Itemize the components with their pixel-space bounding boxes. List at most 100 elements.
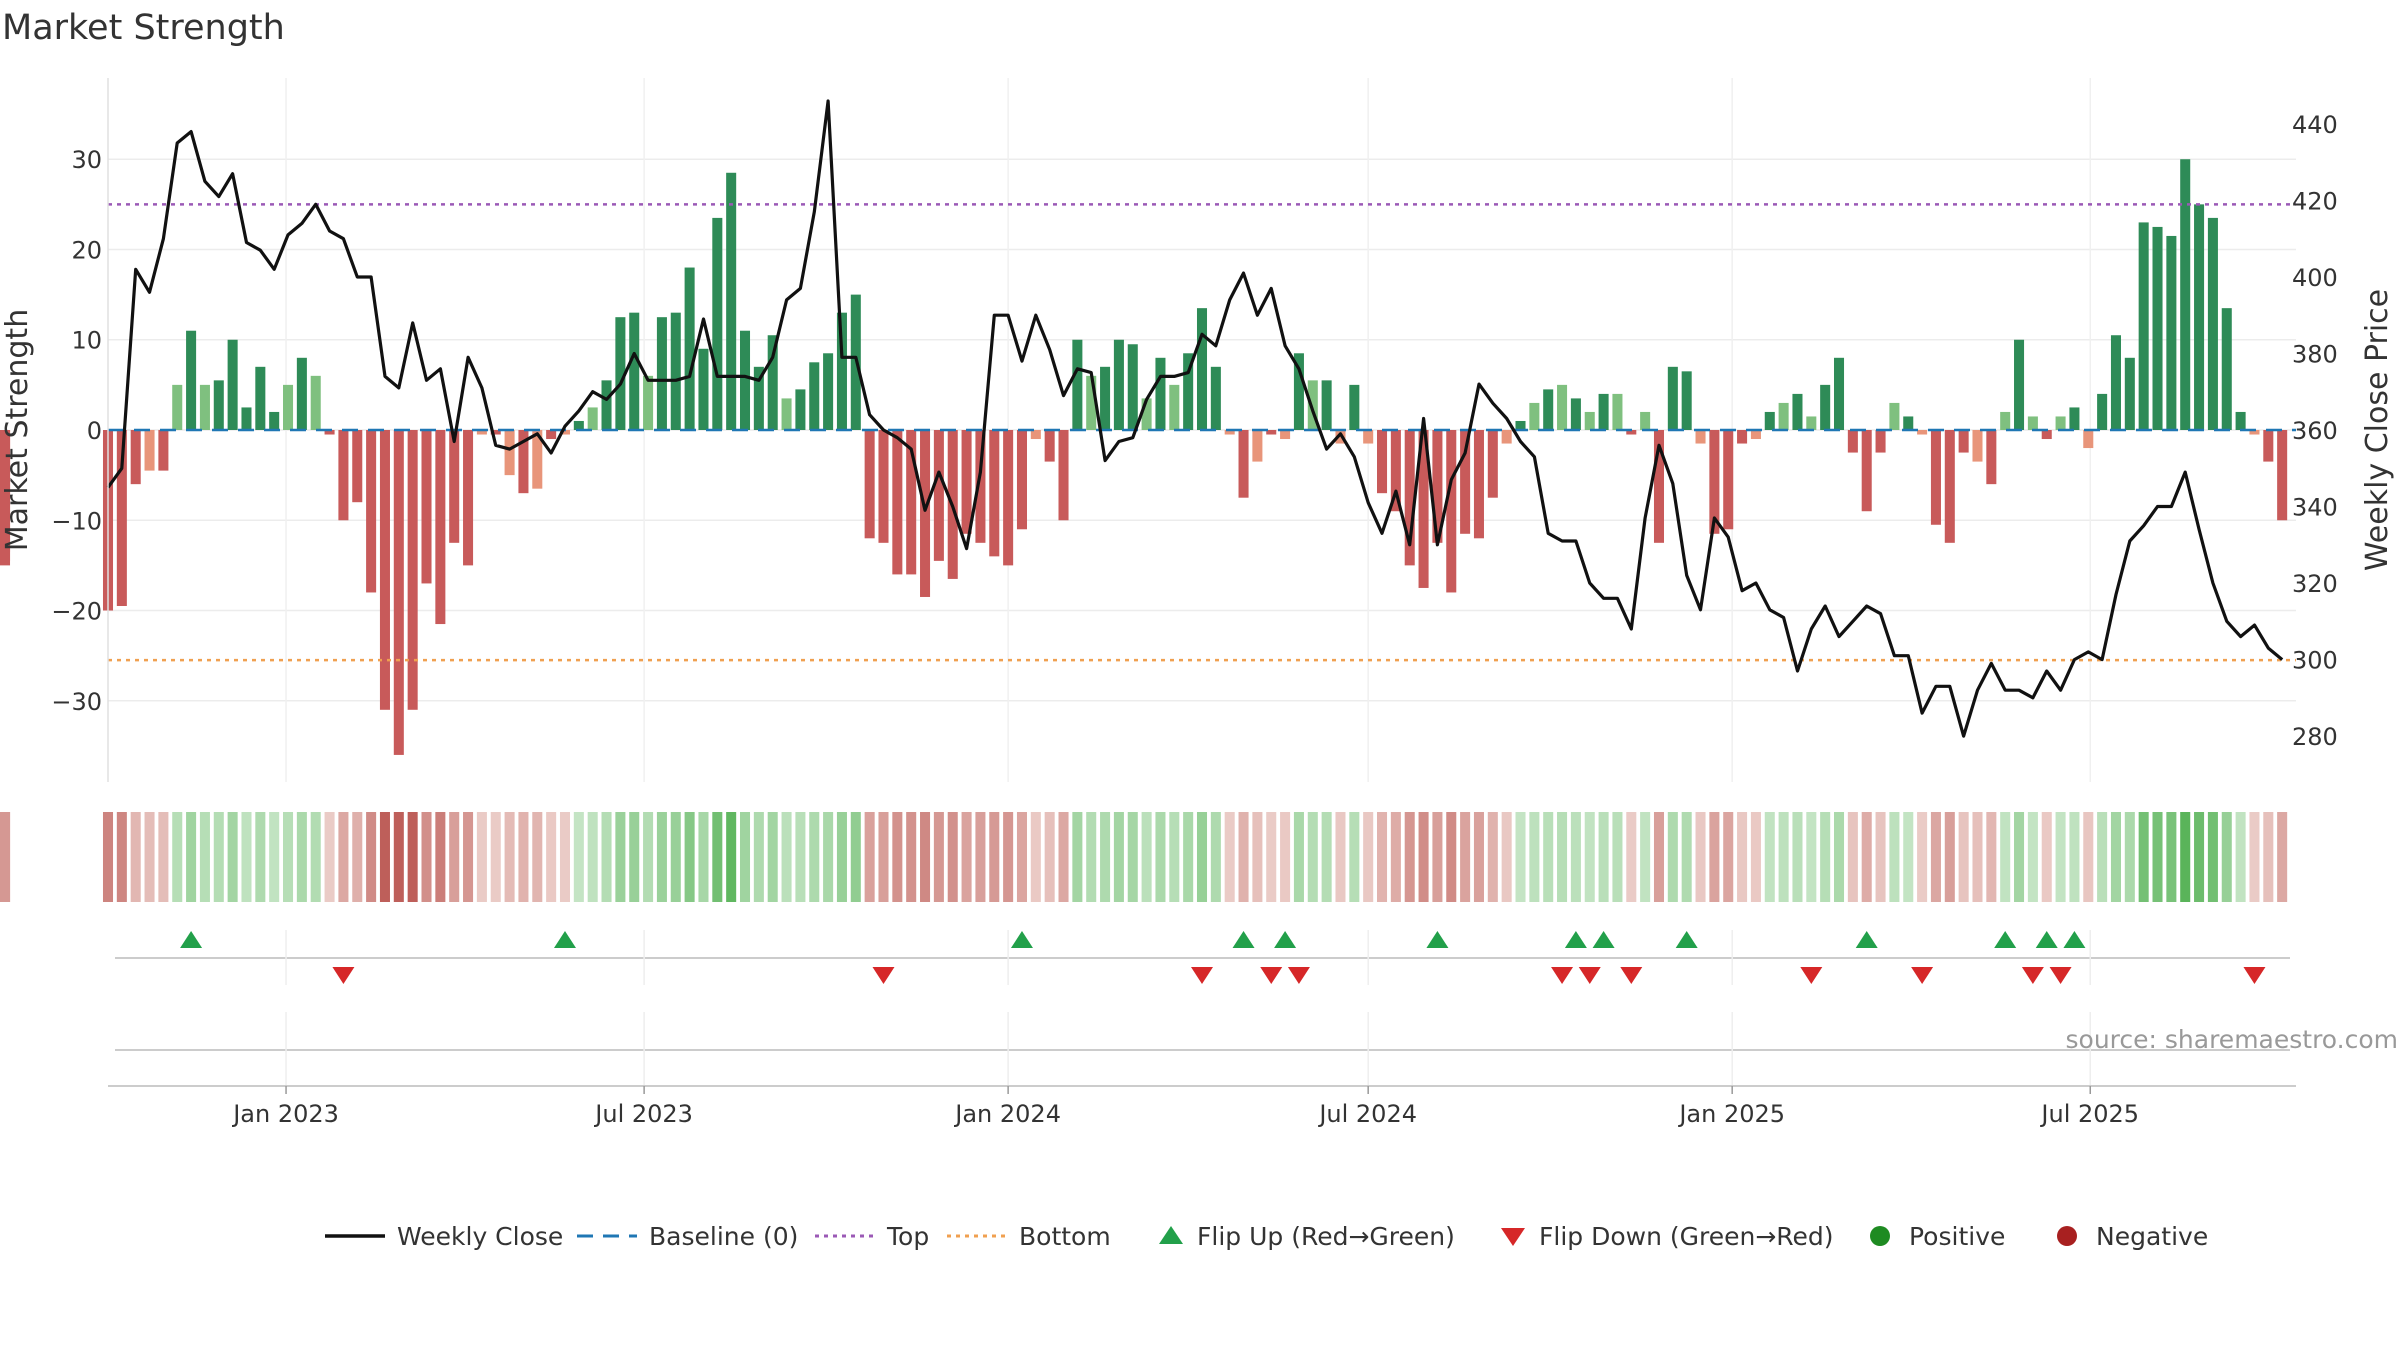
strength-bar [1723,430,1734,530]
legend-item: Weekly Close [325,1222,563,1251]
heat-cell [1612,812,1623,902]
heat-cell [1224,812,1235,902]
heat-cell [1418,812,1429,902]
strength-bar [255,366,266,430]
strength-bar [1307,380,1318,430]
legend-label: Flip Down (Green→Red) [1539,1222,1834,1251]
strength-bar [1224,430,1235,435]
legend-label: Top [886,1222,929,1251]
strength-bar [2014,339,2025,430]
strength-bar [476,430,487,435]
strength-bar [1446,430,1457,593]
strength-bar [393,430,404,755]
flip-down-marker [332,967,355,984]
heat-cell [892,812,903,902]
heat-cell [352,812,363,902]
strength-bar [1169,384,1180,430]
y-tick-label-right: 280 [2292,723,2338,751]
flip-up-marker [553,931,576,948]
strength-bar [2097,393,2108,430]
heat-cell [1335,812,1346,902]
flip-up-marker [1232,931,1255,948]
strength-bar [1806,416,1817,430]
y-tick-label-left: −30 [51,688,102,716]
heat-cell [1432,812,1443,902]
heat-cell [1058,812,1069,902]
strength-bar [0,430,11,561]
heat-cell [1293,812,1304,902]
heat-cell [366,812,377,902]
heat-cell [1778,812,1789,902]
heat-cell [1030,812,1041,902]
strength-bar [864,430,875,539]
heat-cell [698,812,709,902]
heat-cell [753,812,764,902]
strength-bar [490,430,501,435]
y-tick-label-right: 420 [2292,187,2338,215]
heat-cell [767,812,778,902]
strength-bar [241,407,252,430]
strength-bar [1501,430,1512,444]
strength-bar [629,312,640,430]
strength-bar [753,366,764,430]
flip-down-marker [1260,967,1283,984]
heat-cell [1307,812,1318,902]
heat-cell [296,812,307,902]
strength-bar [1640,411,1651,430]
strength-bar [449,430,460,543]
heat-cell [1833,812,1845,902]
legend-swatch [1870,1226,1890,1246]
strength-bar [407,430,418,710]
heat-cell [2207,812,2218,902]
heat-cell [1238,812,1249,902]
legend-swatch [2057,1226,2077,1246]
heat-cell [1349,812,1360,902]
x-tick-label: Jan 2023 [231,1100,339,1128]
strength-bar [1515,420,1526,430]
heat-cell [629,812,640,902]
strength-bar [186,330,197,430]
strength-bar [1944,430,1955,543]
strength-bar [172,384,183,430]
y-tick-label-right: 340 [2292,494,2338,522]
heat-cell [227,812,238,902]
heat-cell [1972,812,1983,902]
heat-cell [1986,812,1997,902]
heat-cell [1252,812,1263,902]
heat-cell [850,812,861,902]
strength-bar [643,375,654,430]
strength-bar [421,430,432,584]
strength-bar [975,430,986,543]
strength-bar [463,430,474,566]
x-tick-label: Jul 2023 [593,1100,693,1128]
heat-cell [2000,812,2011,902]
heat-cell [269,812,280,902]
strength-bar [144,430,155,471]
heat-cell [1127,812,1138,902]
strength-bar [1875,430,1886,453]
strength-bar [1750,430,1761,440]
x-tick-label: Jul 2025 [2039,1100,2139,1128]
strength-bar [532,430,543,489]
strength-bar [698,348,709,430]
strength-bar [1363,430,1374,444]
heat-cell [1086,812,1097,902]
heat-cell [1169,812,1180,902]
strength-bar [1349,384,1360,430]
heat-cell [463,812,474,902]
legend-label: Baseline (0) [649,1222,798,1251]
strength-bar [2235,411,2246,430]
y-tick-label-left: 20 [71,236,102,264]
strength-bar [1570,398,1581,430]
heat-cell [546,812,557,902]
x-axis: Jan 2023 Jul 2023 Jan 2024 Jul 2024 Jan 2025… [108,1085,2296,1128]
heat-cell [1515,812,1526,902]
heat-cell [2180,812,2191,902]
heat-cell [1100,812,1111,902]
heat-cell [1543,812,1554,902]
heat-cell [324,812,335,902]
heat-cell [379,812,390,902]
heat-cell [213,812,224,902]
heat-cell [490,812,501,902]
